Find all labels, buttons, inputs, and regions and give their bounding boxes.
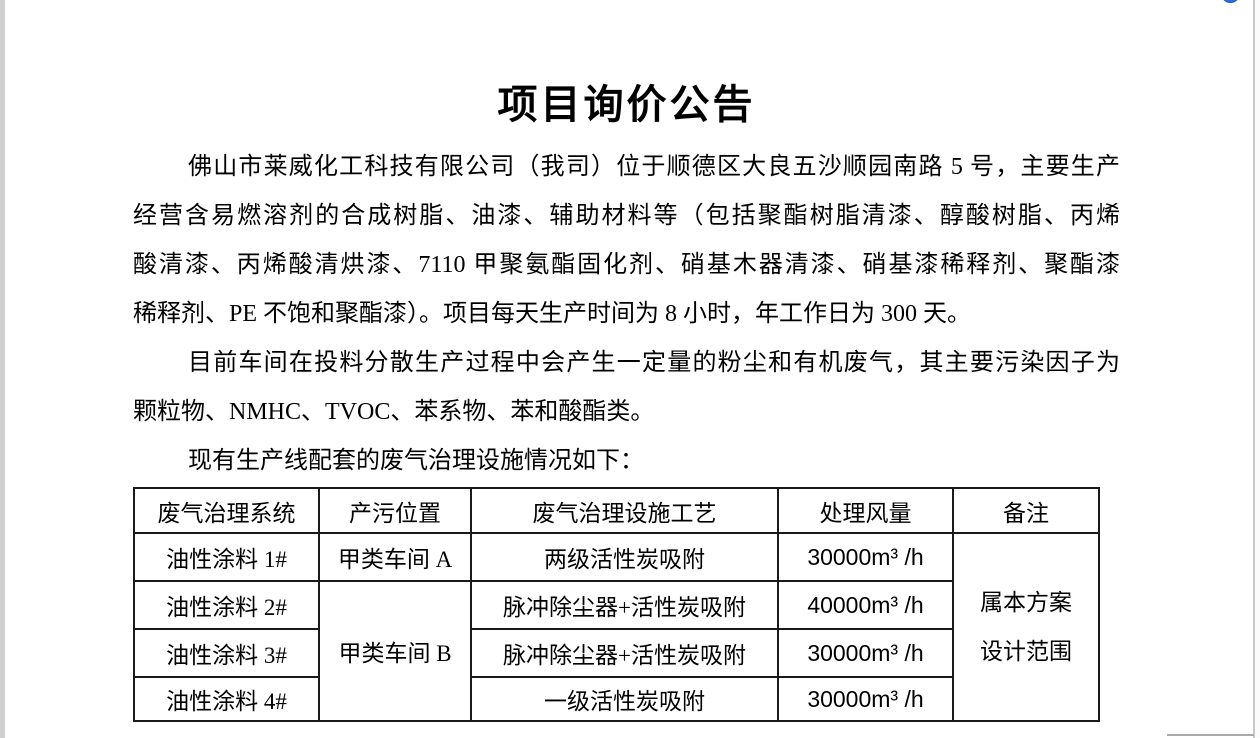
cell-process: 脉冲除尘器+活性炭吸附 [470,580,779,630]
table-row: 油性涂料 4# 一级活性炭吸附 30000m³ /h [133,676,1099,722]
table-row: 油性涂料 1# 甲类车间 A 两级活性炭吸附 30000m³ /h 属本方案 设… [133,532,1100,722]
cell-remark-merged: 属本方案 设计范围 [952,532,1100,722]
cell-system: 油性涂料 1# [133,532,320,582]
cell-location: 甲类车间 A [318,532,472,582]
document-body: 佛山市莱威化工科技有限公司（我司）位于顺德区大良五沙顺园南路 5 号，主要生产 … [133,143,1120,486]
header-process: 废气治理设施工艺 [470,487,779,534]
cell-airflow: 30000m³ /h [777,532,954,582]
table-header-row: 废气治理系统 产污位置 废气治理设施工艺 处理风量 备注 [133,487,1100,534]
right-page-margin [1255,0,1260,738]
cell-airflow: 30000m³ /h [777,628,954,678]
paragraph-line: 佛山市莱威化工科技有限公司（我司）位于顺德区大良五沙顺园南路 5 号，主要生产 [188,154,1120,180]
floating-button-icon[interactable] [1221,0,1240,3]
page-bottom-edge-line [1167,734,1254,736]
remark-line: 设计范围 [980,639,1072,664]
paragraph-line: 现有生产线配套的废气治理设施情况如下： [188,448,644,474]
cell-system: 油性涂料 2# [133,580,320,630]
table-row: 油性涂料 3# 脉冲除尘器+活性炭吸附 30000m³ /h [133,628,1099,678]
right-page-edge [1253,0,1255,738]
table-row: 油性涂料 2# 甲类车间 B 脉冲除尘器+活性炭吸附 40000m³ /h [133,580,1099,722]
remark-line: 属本方案 [980,590,1072,615]
cell-location-merged: 甲类车间 B [318,580,472,722]
cell-system: 油性涂料 4# [133,676,320,722]
document-title: 项目询价公告 [497,82,756,127]
paragraph-line: 经营含易燃溶剂的合成树脂、油漆、辅助材料等（包括聚酯树脂清漆、醇酸树脂、丙烯 [133,203,1120,229]
cell-process: 两级活性炭吸附 [470,532,779,582]
header-system: 废气治理系统 [133,487,320,534]
header-remark: 备注 [952,487,1100,534]
paragraph-line: 颗粒物、NMHC、TVOC、苯系物、苯和酸酯类。 [133,399,655,425]
cell-process: 脉冲除尘器+活性炭吸附 [470,628,779,678]
cell-process: 一级活性炭吸附 [470,676,779,722]
cell-airflow: 40000m³ /h [777,580,954,630]
header-location: 产污位置 [318,487,472,534]
cell-system: 油性涂料 3# [133,628,320,678]
waste-gas-treatment-table: 废气治理系统 产污位置 废气治理设施工艺 处理风量 备注 油性涂料 1# 甲类车… [133,487,1100,722]
cell-airflow: 30000m³ /h [777,676,954,722]
paragraph-line: 目前车间在投料分散生产过程中会产生一定量的粉尘和有机废气，其主要污染因子为 [188,350,1120,376]
paragraph-line: 稀释剂、PE 不饱和聚酯漆）。项目每天生产时间为 8 小时，年工作日为 300 … [133,301,972,327]
left-page-gutter [0,0,5,738]
header-airflow: 处理风量 [777,487,954,534]
paragraph-line: 酸清漆、丙烯酸清烘漆、7110 甲聚氨酯固化剂、硝基木器清漆、硝基漆稀释剂、聚酯… [133,252,1120,278]
